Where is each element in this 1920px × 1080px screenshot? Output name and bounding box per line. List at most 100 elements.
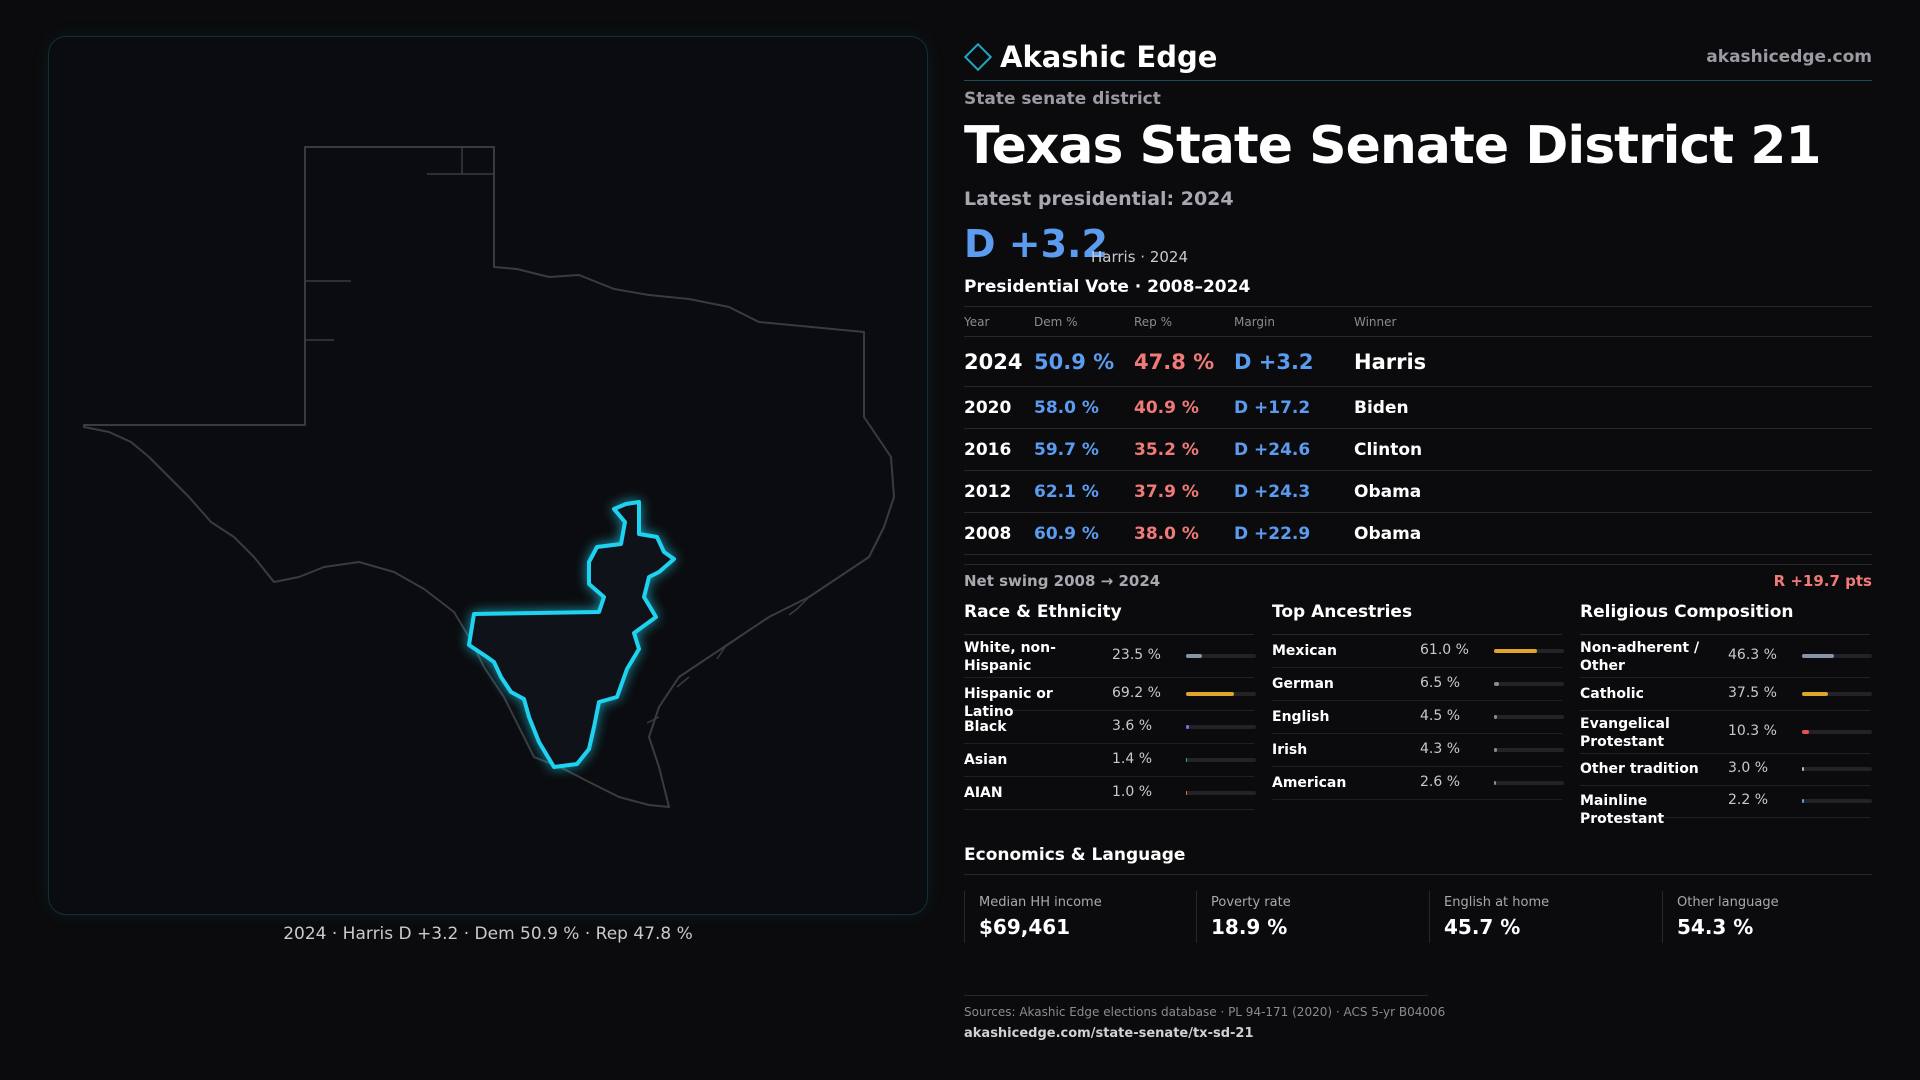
- header-rep: Rep %: [1134, 315, 1173, 329]
- race-label: Hispanic or Latino: [964, 686, 1053, 720]
- row-rep: 40.9 %: [1134, 398, 1199, 418]
- district-shape: [467, 500, 676, 769]
- ancestry-row: German 6.5 %: [1272, 668, 1564, 701]
- ancestry-row: American 2.6 %: [1272, 767, 1564, 800]
- row-dem: 50.9 %: [1034, 350, 1115, 374]
- map-caption: 2024 · Harris D +3.2 · Dem 50.9 % · Rep …: [283, 924, 693, 944]
- row-year: 2012: [964, 482, 1012, 502]
- district-kind: State senate district: [964, 89, 1161, 109]
- econ-separator: [1429, 891, 1430, 943]
- coastline-detail: [646, 596, 810, 724]
- religion-bar: [1802, 654, 1872, 658]
- header-divider: [964, 80, 1872, 81]
- vote-table: Year Dem % Rep % Margin Winner 2024 50.9…: [964, 306, 1872, 555]
- race-bar: [1186, 692, 1256, 696]
- header-year: Year: [964, 315, 990, 329]
- row-margin: D +24.3: [1234, 482, 1311, 502]
- religion-label: Catholic: [1580, 686, 1644, 702]
- race-row: Asian 1.4 %: [964, 744, 1256, 777]
- ancestry-label: American: [1272, 775, 1347, 791]
- economics-divider: [964, 874, 1872, 875]
- row-rep: 47.8 %: [1134, 350, 1215, 374]
- race-label: Asian: [964, 752, 1008, 768]
- ancestry-label: English: [1272, 709, 1330, 725]
- table-row: 2008 60.9 % 38.0 % D +22.9 Obama: [964, 513, 1872, 555]
- latest-margin: D +3.2: [964, 222, 1108, 266]
- row-winner: Biden: [1354, 398, 1409, 418]
- ancestry-pct: 2.6 %: [1420, 774, 1461, 790]
- header-dem: Dem %: [1034, 315, 1078, 329]
- ancestry-pct: 61.0 %: [1420, 642, 1469, 658]
- latest-margin-detail: Harris · 2024: [1091, 248, 1189, 266]
- race-bar-fill: [1186, 692, 1235, 696]
- econ-separator: [1662, 891, 1663, 943]
- race-bar: [1186, 725, 1256, 729]
- sources-text: Sources: Akashic Edge elections database…: [964, 1005, 1446, 1019]
- religion-panel: Religious Composition Non-adherent / Oth…: [1580, 602, 1872, 827]
- race-row: AIAN 1.0 %: [964, 777, 1256, 810]
- header-margin: Margin: [1234, 315, 1275, 329]
- religion-bar-fill: [1802, 767, 1805, 771]
- econ-separator: [1196, 891, 1197, 943]
- ancestry-pct: 4.5 %: [1420, 708, 1461, 724]
- ancestry-bar-fill: [1494, 715, 1498, 719]
- ancestry-label: Irish: [1272, 742, 1308, 758]
- row-winner: Obama: [1354, 524, 1422, 544]
- race-label: Black: [964, 719, 1007, 735]
- row-winner: Clinton: [1354, 440, 1423, 460]
- race-ethnicity-panel: Race & Ethnicity White, non-Hispanic 23.…: [964, 602, 1256, 810]
- econ-stat: Other language 54.3 %: [1662, 891, 1882, 943]
- econ-stat: English at home 45.7 %: [1429, 891, 1649, 943]
- econ-stat: Median HH income $69,461: [964, 891, 1184, 943]
- swing-divider: [964, 564, 1872, 565]
- religion-bar-fill: [1802, 799, 1804, 803]
- religion-pct: 3.0 %: [1728, 760, 1769, 776]
- ancestry-bar-fill: [1494, 682, 1499, 686]
- race-pct: 1.4 %: [1112, 751, 1153, 767]
- ancestry-pct: 6.5 %: [1420, 675, 1461, 691]
- brand-url[interactable]: akashicedge.com: [1706, 47, 1872, 67]
- race-row: Hispanic or Latino 69.2 %: [964, 678, 1256, 720]
- econ-label: English at home: [1444, 895, 1550, 910]
- row-dem: 62.1 %: [1034, 482, 1099, 502]
- texas-map-svg: [83, 146, 895, 808]
- religion-pct: 10.3 %: [1728, 723, 1777, 739]
- religion-label: Evangelical Protestant: [1580, 716, 1670, 750]
- ancestries-title: Top Ancestries: [1272, 602, 1562, 635]
- ancestry-bar-fill: [1494, 649, 1537, 653]
- religion-bar-fill: [1802, 654, 1835, 658]
- ancestry-bar: [1494, 682, 1564, 686]
- race-bar-fill: [1186, 791, 1188, 795]
- ancestries-panel: Top Ancestries Mexican 61.0 % German 6.5…: [1272, 602, 1564, 800]
- econ-label: Poverty rate: [1211, 895, 1291, 910]
- ancestry-bar: [1494, 649, 1564, 653]
- ancestry-bar: [1494, 781, 1564, 785]
- religion-bar: [1802, 767, 1872, 771]
- row-dem: 58.0 %: [1034, 398, 1099, 418]
- ancestry-pct: 4.3 %: [1420, 741, 1461, 757]
- religion-bar-fill: [1802, 692, 1829, 696]
- religion-label: Non-adherent / Other: [1580, 640, 1700, 674]
- religion-label: Mainline Protestant: [1580, 793, 1665, 827]
- sources-link[interactable]: akashicedge.com/state-senate/tx-sd-21: [964, 1026, 1254, 1041]
- economics-title: Economics & Language: [964, 845, 1186, 865]
- swing-label: Net swing 2008 → 2024: [964, 572, 1161, 590]
- race-bar: [1186, 791, 1256, 795]
- row-margin: D +24.6: [1234, 440, 1311, 460]
- religion-row: Catholic 37.5 %: [1580, 678, 1872, 711]
- religion-row: Other tradition 3.0 %: [1580, 754, 1872, 786]
- race-pct: 1.0 %: [1112, 784, 1153, 800]
- ancestry-bar-fill: [1494, 781, 1496, 785]
- race-label: White, non-Hispanic: [964, 640, 1056, 674]
- header-winner: Winner: [1354, 315, 1397, 329]
- row-winner: Harris: [1354, 350, 1427, 374]
- brand-header: Akashic Edge akashicedge.com: [963, 36, 1872, 80]
- diamond-logo-icon: [963, 42, 993, 72]
- row-year: 2016: [964, 440, 1012, 460]
- religion-label: Other tradition: [1580, 761, 1699, 777]
- panhandle-inner-lines: [305, 147, 494, 341]
- table-row: 2016 59.7 % 35.2 % D +24.6 Clinton: [964, 429, 1872, 471]
- econ-label: Other language: [1677, 895, 1779, 910]
- race-row: Black 3.6 %: [964, 711, 1256, 744]
- race-label: AIAN: [964, 785, 1003, 801]
